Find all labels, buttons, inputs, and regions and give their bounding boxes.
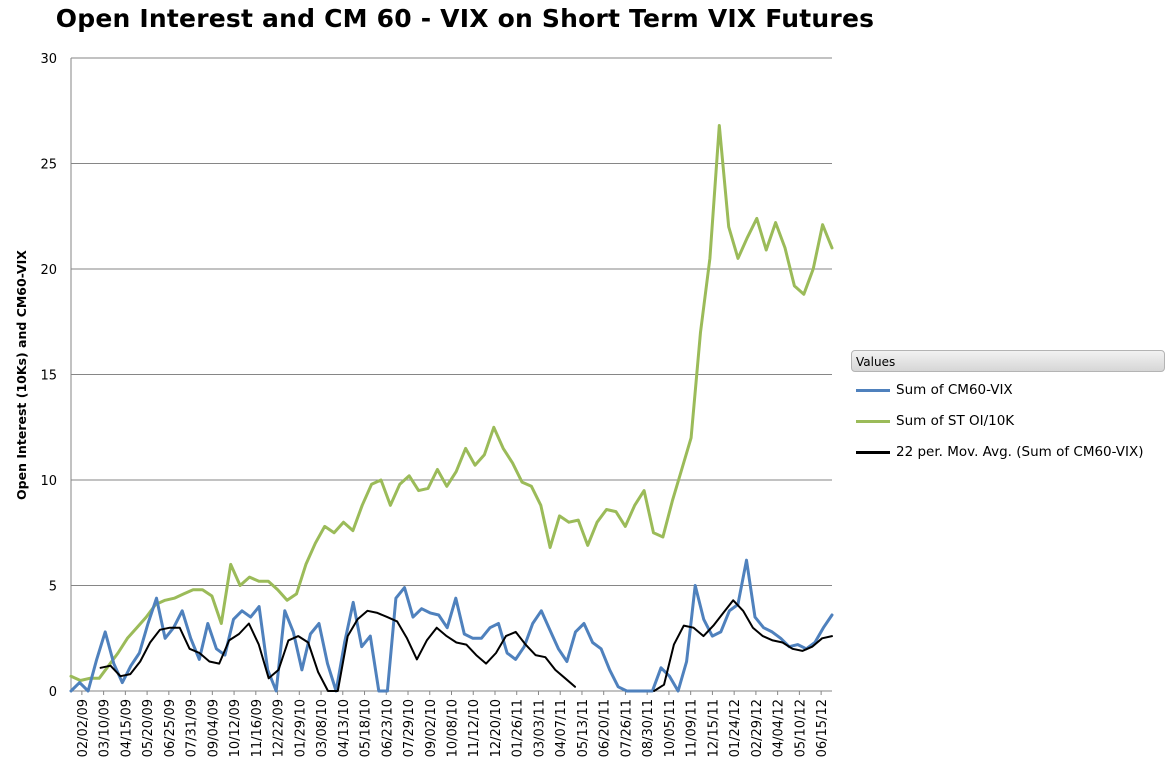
x-tick-label: 09/02/10 <box>424 699 439 757</box>
x-tick-label: 06/25/09 <box>163 699 178 757</box>
x-tick-label: 04/13/10 <box>337 699 352 757</box>
legend-swatch-cm60-vix <box>856 388 890 392</box>
x-tick-label: 05/10/12 <box>793 699 808 757</box>
x-tick-label: 10/12/09 <box>228 699 243 757</box>
legend-item-moving-average: 22 per. Mov. Avg. (Sum of CM60-VIX) <box>856 442 1143 462</box>
x-tick-label: 01/29/10 <box>293 699 308 757</box>
x-tick-label: 12/20/10 <box>489 699 504 757</box>
series-line-st-oi <box>69 124 834 682</box>
x-tick-label: 05/13/11 <box>576 699 591 757</box>
x-tick-label: 10/05/11 <box>663 699 678 757</box>
x-tick-label: 12/15/11 <box>706 699 721 757</box>
legend-item-cm60-vix: Sum of CM60-VIX <box>856 380 1013 400</box>
x-tick-label: 11/12/10 <box>467 699 482 757</box>
x-tick-label: 01/26/11 <box>511 699 526 757</box>
legend-label-cm60-vix: Sum of CM60-VIX <box>896 382 1013 398</box>
y-axis-label: Open Interest (10Ks) and CM60-VIX <box>14 250 29 500</box>
legend-label-moving-average: 22 per. Mov. Avg. (Sum of CM60-VIX) <box>896 444 1144 460</box>
x-tick-label: 03/03/11 <box>532 699 547 757</box>
legend-swatch-moving-average <box>856 450 890 454</box>
x-tick-label: 04/15/09 <box>119 699 134 757</box>
series-line-moving-average <box>99 599 833 692</box>
series-line-cm60-vix <box>69 558 834 693</box>
y-tick-labels: 0 5 10 15 20 25 30 <box>40 52 57 700</box>
x-tick-label: 12/22/09 <box>272 699 287 757</box>
y-tick-label: 30 <box>40 52 57 67</box>
x-tick-label: 07/29/10 <box>402 699 417 757</box>
legend-swatch-st-oi <box>856 419 890 423</box>
x-tick-label: 06/20/11 <box>598 699 613 757</box>
y-tick-label: 20 <box>40 263 57 278</box>
y-tick-label: 5 <box>49 580 57 595</box>
x-tick-label: 01/24/12 <box>728 699 743 757</box>
x-tick-label: 09/04/09 <box>206 699 221 757</box>
x-tick-label: 07/31/09 <box>185 699 200 757</box>
legend-item-st-oi: Sum of ST OI/10K <box>856 411 1014 431</box>
x-tick-label: 07/26/11 <box>619 699 634 757</box>
y-tick-label: 10 <box>40 474 57 489</box>
chart-title: Open Interest and CM 60 - VIX on Short T… <box>55 4 875 33</box>
x-tick-label: 04/04/12 <box>772 699 787 757</box>
legend[interactable]: Values Sum of CM60-VIX Sum of ST OI/10K … <box>851 350 1166 468</box>
x-tick-label: 03/10/09 <box>98 699 113 757</box>
x-tick-label: 03/08/10 <box>315 699 330 757</box>
y-tick-label: 0 <box>49 685 57 700</box>
x-tick-label: 02/29/12 <box>750 699 765 757</box>
series-lines <box>69 124 834 693</box>
x-tick-label: 11/16/09 <box>250 699 265 757</box>
gridlines <box>71 57 832 586</box>
x-tick-label: 11/09/11 <box>685 699 700 757</box>
axes <box>70 58 832 695</box>
x-tick-labels: 02/02/09 03/10/09 04/15/09 05/20/09 06/25/09… <box>76 699 830 757</box>
x-tick-label: 04/07/11 <box>554 699 569 757</box>
legend-title[interactable]: Values <box>851 350 1165 372</box>
x-tick-label: 02/02/09 <box>76 699 91 757</box>
legend-label-st-oi: Sum of ST OI/10K <box>896 413 1015 429</box>
x-tick-label: 05/20/09 <box>141 699 156 757</box>
x-tick-label: 06/15/12 <box>815 699 830 757</box>
x-tick-label: 06/23/10 <box>380 699 395 757</box>
y-tick-label: 15 <box>40 369 57 384</box>
x-tick-label: 10/08/10 <box>446 699 461 757</box>
y-tick-label: 25 <box>40 158 57 173</box>
x-tick-label: 05/18/10 <box>359 699 374 757</box>
x-tick-label: 08/30/11 <box>641 699 656 757</box>
